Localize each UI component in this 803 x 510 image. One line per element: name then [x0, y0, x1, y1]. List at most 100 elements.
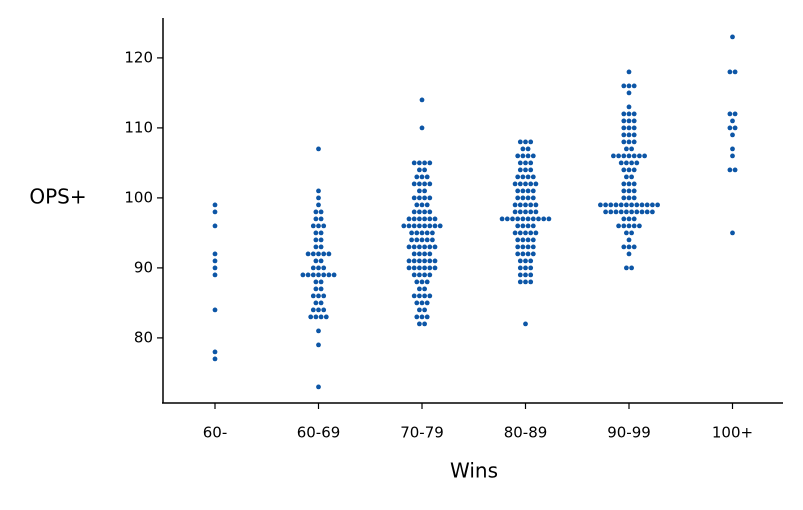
point: [422, 195, 427, 201]
point: [424, 230, 430, 236]
point: [411, 265, 417, 271]
point: [520, 174, 526, 180]
point: [650, 209, 655, 215]
point: [626, 216, 632, 222]
point: [417, 160, 422, 166]
point: [523, 160, 528, 166]
point: [419, 314, 425, 320]
point: [629, 174, 634, 180]
point: [517, 202, 523, 208]
point: [212, 265, 218, 271]
point: [523, 167, 528, 173]
y-tick-label: 90: [134, 258, 153, 276]
point: [313, 300, 319, 306]
point: [629, 230, 634, 236]
point: [411, 181, 417, 187]
x-tick-label: 70-79: [400, 424, 444, 442]
point: [432, 265, 438, 271]
point: [520, 244, 526, 250]
point: [305, 251, 311, 257]
point: [520, 153, 526, 159]
point: [422, 167, 427, 173]
point: [326, 251, 332, 257]
point: [621, 167, 627, 173]
point: [417, 286, 422, 292]
point: [417, 195, 422, 201]
point: [520, 146, 526, 152]
point: [411, 244, 417, 250]
point: [512, 202, 518, 208]
point: [517, 139, 523, 145]
point: [318, 209, 324, 215]
point: [624, 160, 629, 166]
point: [406, 265, 412, 271]
point: [406, 258, 412, 264]
point: [313, 237, 319, 243]
point: [621, 153, 627, 159]
point: [525, 146, 531, 152]
point: [318, 279, 324, 285]
point: [313, 244, 319, 250]
point: [631, 132, 637, 138]
point: [515, 251, 521, 257]
point: [427, 160, 433, 166]
point: [730, 230, 735, 236]
point: [318, 216, 324, 222]
point: [642, 153, 647, 159]
point: [637, 153, 642, 159]
point: [626, 244, 632, 250]
point: [517, 167, 523, 173]
point: [422, 272, 427, 278]
point: [624, 202, 629, 208]
point: [316, 342, 321, 348]
point: [528, 167, 534, 173]
point: [308, 314, 314, 320]
point: [417, 307, 422, 313]
point: [631, 188, 637, 194]
point: [417, 293, 422, 299]
point: [321, 265, 327, 271]
point: [533, 230, 539, 236]
point: [631, 244, 637, 250]
point: [626, 223, 632, 229]
point: [515, 188, 521, 194]
point: [512, 209, 518, 215]
point: [422, 216, 427, 222]
point: [411, 293, 417, 299]
point: [629, 160, 634, 166]
point: [608, 209, 614, 215]
point: [626, 111, 632, 117]
point: [546, 216, 552, 222]
point: [655, 202, 660, 208]
point: [631, 181, 637, 187]
point: [523, 209, 528, 215]
point: [608, 202, 614, 208]
point: [730, 34, 735, 40]
point: [212, 251, 218, 257]
point: [631, 195, 637, 201]
y-tick-label: 120: [124, 48, 153, 66]
point: [321, 272, 327, 278]
point: [523, 202, 528, 208]
point: [427, 181, 433, 187]
point: [424, 202, 430, 208]
point: [525, 223, 531, 229]
point: [427, 258, 433, 264]
point: [318, 258, 324, 264]
point: [732, 167, 738, 173]
point: [406, 244, 412, 250]
point: [316, 272, 321, 278]
point: [634, 160, 640, 166]
point: [621, 244, 627, 250]
point: [621, 195, 627, 201]
point: [631, 216, 637, 222]
point: [626, 104, 632, 110]
point: [430, 237, 435, 243]
point: [541, 216, 547, 222]
point: [525, 251, 531, 257]
point: [626, 125, 632, 131]
point: [525, 195, 531, 201]
point: [427, 216, 433, 222]
point: [618, 209, 624, 215]
point: [621, 132, 627, 138]
